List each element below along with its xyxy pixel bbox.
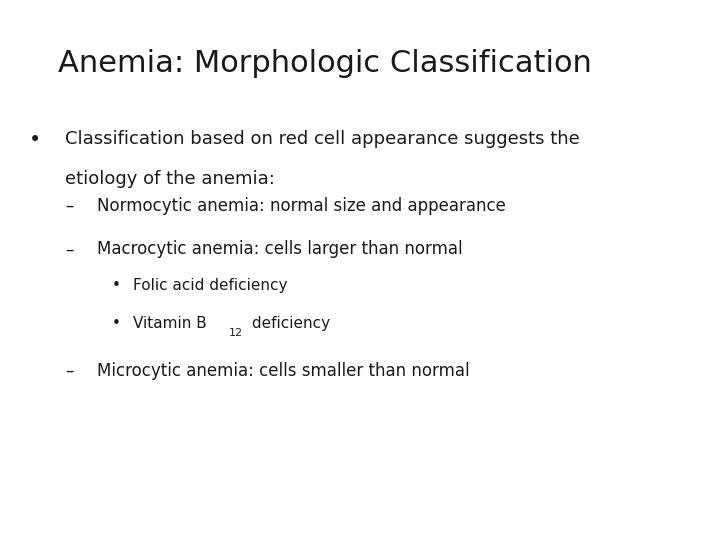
- Text: Macrocytic anemia: cells larger than normal: Macrocytic anemia: cells larger than nor…: [97, 240, 463, 258]
- Text: Microcytic anemia: cells smaller than normal: Microcytic anemia: cells smaller than no…: [97, 362, 470, 380]
- Text: –: –: [65, 240, 73, 258]
- Text: •: •: [112, 316, 120, 331]
- Text: deficiency: deficiency: [246, 316, 330, 331]
- Text: •: •: [29, 130, 41, 150]
- Text: Anemia: Morphologic Classification: Anemia: Morphologic Classification: [58, 49, 591, 78]
- Text: Normocytic anemia: normal size and appearance: Normocytic anemia: normal size and appea…: [97, 197, 506, 215]
- Text: –: –: [65, 197, 73, 215]
- Text: –: –: [65, 362, 73, 380]
- Text: Folic acid deficiency: Folic acid deficiency: [133, 278, 288, 293]
- Text: etiology of the anemia:: etiology of the anemia:: [65, 170, 274, 188]
- Text: 12: 12: [228, 328, 243, 338]
- Text: Classification based on red cell appearance suggests the: Classification based on red cell appeara…: [65, 130, 580, 147]
- Text: Vitamin B: Vitamin B: [133, 316, 207, 331]
- Text: •: •: [112, 278, 120, 293]
